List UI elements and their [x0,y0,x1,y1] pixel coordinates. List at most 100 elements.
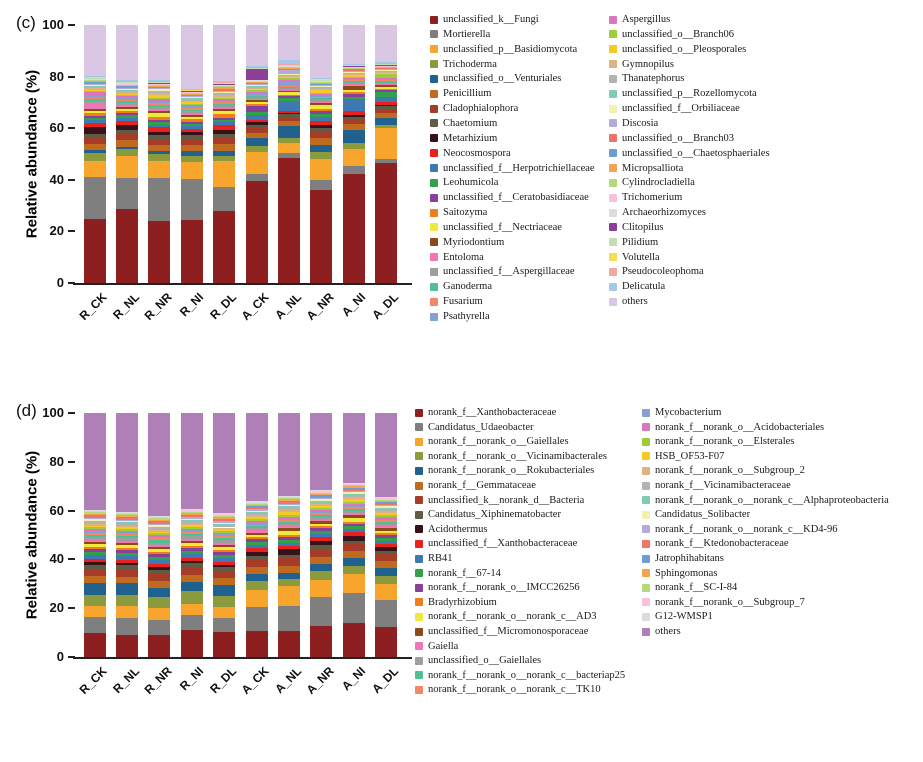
bar-segment [148,106,171,109]
legend-item-c: Micropsalliota [609,163,683,174]
bar-segment [213,99,236,101]
bar-segment [375,128,398,159]
bar-segment [245,509,268,511]
legend-swatch [642,612,650,621]
bar-segment [245,25,268,67]
bar-segment [310,144,333,152]
legend-label: Jatrophihabitans [655,553,724,564]
legend-item-c: Psathyrella [430,311,490,322]
legend-item-d: norank_f__norank_o__norank_c__Alphaprote… [642,495,889,506]
bar-segment [310,25,333,78]
bar-segment [245,502,268,504]
bar-segment [115,92,138,94]
bar-segment [245,513,268,516]
bar-segment [213,161,236,188]
bar-segment [148,101,171,104]
bar-segment [375,627,398,657]
legend-swatch [430,104,438,113]
bar-segment [83,632,106,657]
bar-segment [115,115,138,118]
bar-segment [115,515,138,517]
legend-item-d: HSB_OF53-F07 [642,451,724,462]
legend-item-d: norank_f__norank_o__Subgroup_7 [642,597,805,608]
bar-segment [180,156,203,162]
bar-segment [115,545,138,548]
bar-segment [375,561,398,569]
legend-item-d: Bradyrhizobium [415,597,497,608]
bar-segment [277,413,300,496]
bar-segment [342,540,365,545]
bar-segment [83,83,106,85]
panel-label-c: (c) [16,13,36,32]
bar-segment [148,619,171,635]
legend-item-d: unclassified_f__Micromonosporaceae [415,626,588,637]
bar-segment [148,538,171,541]
bar-segment [83,568,106,577]
y-tick-mark-d [68,460,75,463]
bar-segment [277,76,300,78]
bar-segment [277,67,300,68]
bar-segment [375,124,398,129]
bar-segment [115,538,138,541]
bar-segment [277,516,300,519]
bar-segment [342,515,365,518]
bar-segment [115,113,138,116]
bar-segment [310,99,333,102]
bar-segment [213,85,236,87]
bar-segment [342,495,365,497]
bar-segment [83,527,106,530]
bar-segment [310,536,333,542]
bar-segment [115,569,138,577]
bar-segment [310,79,333,81]
legend-label: Chaetomium [443,117,498,129]
bar-segment [342,513,365,516]
bar-segment [115,527,138,530]
bar-segment [245,122,268,126]
bar-segment [342,485,365,487]
bar-segment [277,66,300,67]
bar-segment [115,555,138,560]
bar-segment [375,158,398,163]
bar-segment [148,151,171,154]
bar-segment [213,138,236,145]
bar-segment [310,114,333,118]
bar-segment [115,80,138,81]
bar-segment [180,91,203,93]
bar-segment [277,64,300,66]
legend-item-c: Ganoderma [430,281,492,292]
legend-item-c: Chaetomium [430,118,497,129]
bar-d-A_NL [277,413,300,657]
bar-segment [180,106,203,108]
bar-segment [310,110,333,115]
bar-segment [148,220,171,283]
bar-segment [180,615,203,631]
bar-segment [245,541,268,546]
bar-segment [213,94,236,96]
bar-segment [213,549,236,552]
legend-item-d: norank_f__Xanthobacteraceae [415,407,556,418]
legend-swatch [430,208,438,217]
bar-segment [148,523,171,526]
bar-segment [148,87,171,89]
bar-segment [375,66,398,67]
bar-segment [375,80,398,82]
bar-segment [213,532,236,535]
bar-segment [342,78,365,80]
bar-segment [375,62,398,63]
bar-segment [180,100,203,103]
bar-segment [148,82,171,83]
bar-segment [245,581,268,590]
bar-segment [310,513,333,516]
bar-segment [342,69,365,70]
bar-segment [180,99,203,101]
legend-item-d: norank_f__norank_o__norank_c__bacteriap2… [415,670,625,681]
legend-item-c: Myriodontium [430,237,504,248]
bar-segment [83,120,106,124]
legend-item-c: unclassified_f__Aspergillaceae [430,266,575,277]
legend-swatch [430,45,438,54]
legend-swatch [642,452,650,461]
bar-segment [342,75,365,77]
bar-segment [115,512,138,515]
bar-segment [83,81,106,83]
legend-item-c: Pseudocoleophoma [609,266,704,277]
